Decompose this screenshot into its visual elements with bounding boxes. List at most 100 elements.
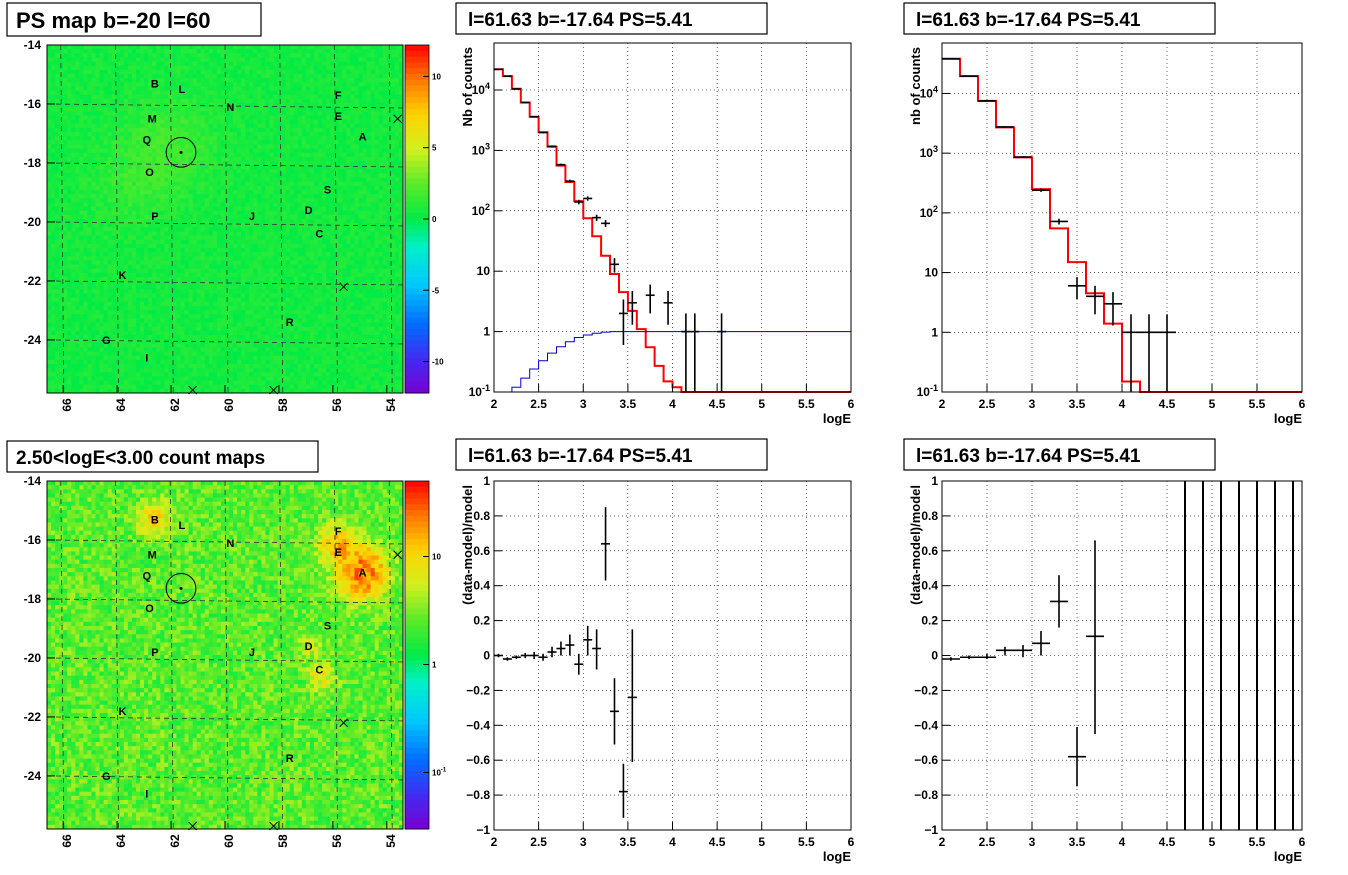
heatmap-cell (362, 165, 367, 170)
heatmap-cell (144, 260, 149, 265)
heatmap-cell (144, 74, 149, 79)
heatmap-cell (140, 227, 145, 232)
heatmap-cell (370, 235, 376, 241)
heatmap-cell (123, 181, 129, 187)
heatmap-cell (131, 156, 137, 162)
heatmap-cell (220, 223, 226, 228)
heatmap-cell (346, 173, 351, 178)
heatmap-cell (131, 119, 137, 125)
heatmap-cell (309, 136, 315, 141)
heatmap-cell (176, 272, 181, 278)
heatmap-cell (95, 202, 100, 207)
heatmap-cell (318, 94, 323, 100)
heatmap-cell (131, 152, 137, 158)
heatmap-cell (257, 61, 262, 67)
heatmap-cell (47, 107, 52, 112)
heatmap-cell (358, 214, 363, 220)
heatmap-cell (59, 227, 64, 232)
heatmap-cell (156, 136, 161, 141)
heatmap-cell (318, 140, 323, 145)
heatmap-cell (261, 227, 266, 232)
heatmap-cell (188, 177, 194, 183)
heatmap-cell (229, 161, 234, 166)
heatmap-cell (99, 202, 105, 207)
heatmap-cell (67, 61, 72, 67)
heatmap-cell (309, 165, 315, 170)
heatmap-cell (305, 74, 311, 79)
heatmap-cell (382, 206, 388, 212)
heatmap-cell (75, 248, 80, 253)
heatmap-cell (71, 165, 76, 170)
heatmap-cell (314, 227, 319, 232)
heatmap-cell (382, 74, 388, 79)
heatmap-cell (285, 243, 291, 249)
heatmap-cell (200, 277, 206, 282)
heatmap-cell (241, 219, 246, 224)
heatmap-cell (216, 235, 222, 241)
heatmap-cell (115, 144, 121, 149)
heatmap-cell (273, 277, 278, 282)
heatmap-cell (55, 107, 60, 112)
heatmap-cell (107, 256, 113, 261)
heatmap-cell (63, 214, 68, 220)
heatmap-cell (47, 214, 52, 220)
heatmap-cell (91, 219, 96, 224)
heatmap-cell (103, 45, 109, 50)
heatmap-cell (59, 169, 64, 174)
heatmap-cell (305, 239, 311, 245)
heatmap-cell (180, 61, 185, 67)
heatmap-cell (115, 169, 121, 174)
heatmap-cell (281, 98, 287, 104)
heatmap-cell (59, 243, 64, 249)
heatmap-cell (51, 136, 56, 141)
heatmap-cell (322, 190, 327, 195)
heatmap-cell (322, 148, 327, 154)
heatmap-cell (176, 57, 181, 62)
heatmap-cell (330, 227, 335, 232)
heatmap-cell (180, 248, 185, 253)
heatmap-cell (99, 272, 105, 278)
heatmap-cell (382, 198, 388, 203)
heatmap-cell (180, 210, 185, 216)
heatmap-cell (225, 86, 230, 91)
heatmap-cell (277, 202, 283, 207)
heatmap-cell (241, 202, 246, 207)
heatmap-cell (208, 144, 214, 149)
heatmap-cell (140, 98, 145, 104)
heatmap-cell (366, 115, 372, 120)
heatmap-cell (281, 264, 287, 270)
heatmap-cell (91, 202, 96, 207)
heatmap-cell (297, 248, 303, 253)
heatmap-cell (192, 98, 198, 104)
heatmap-cell (160, 239, 165, 245)
heatmap-cell (285, 144, 291, 149)
heatmap-cell (245, 94, 250, 100)
heatmap-cell (390, 161, 396, 166)
heatmap-cell (382, 181, 388, 187)
heatmap-cell (334, 198, 339, 203)
heatmap-cell (297, 119, 303, 125)
heatmap-cell (281, 243, 287, 249)
heatmap-cell (350, 231, 355, 236)
heatmap-cell (99, 115, 105, 120)
heatmap-cell (350, 74, 355, 79)
heatmap-cell (398, 148, 404, 154)
heatmap-cell (233, 98, 238, 104)
heatmap-cell (212, 119, 218, 125)
heatmap-cell (67, 144, 72, 149)
heatmap-cell (309, 206, 315, 212)
heatmap-cell (314, 65, 319, 71)
heatmap-cell (136, 132, 141, 137)
heatmap-cell (208, 136, 214, 141)
heatmap-cell (176, 181, 181, 187)
heatmap-cell (91, 235, 96, 241)
heatmap-cell (253, 123, 258, 129)
heatmap-cell (398, 132, 404, 137)
heatmap-cell (265, 202, 270, 207)
heatmap-cell (253, 264, 258, 270)
heatmap-cell (366, 82, 372, 87)
heatmap-cell (131, 194, 137, 199)
heatmap-cell (111, 272, 117, 278)
heatmap-cell (184, 45, 189, 50)
heatmap-cell (342, 86, 347, 91)
